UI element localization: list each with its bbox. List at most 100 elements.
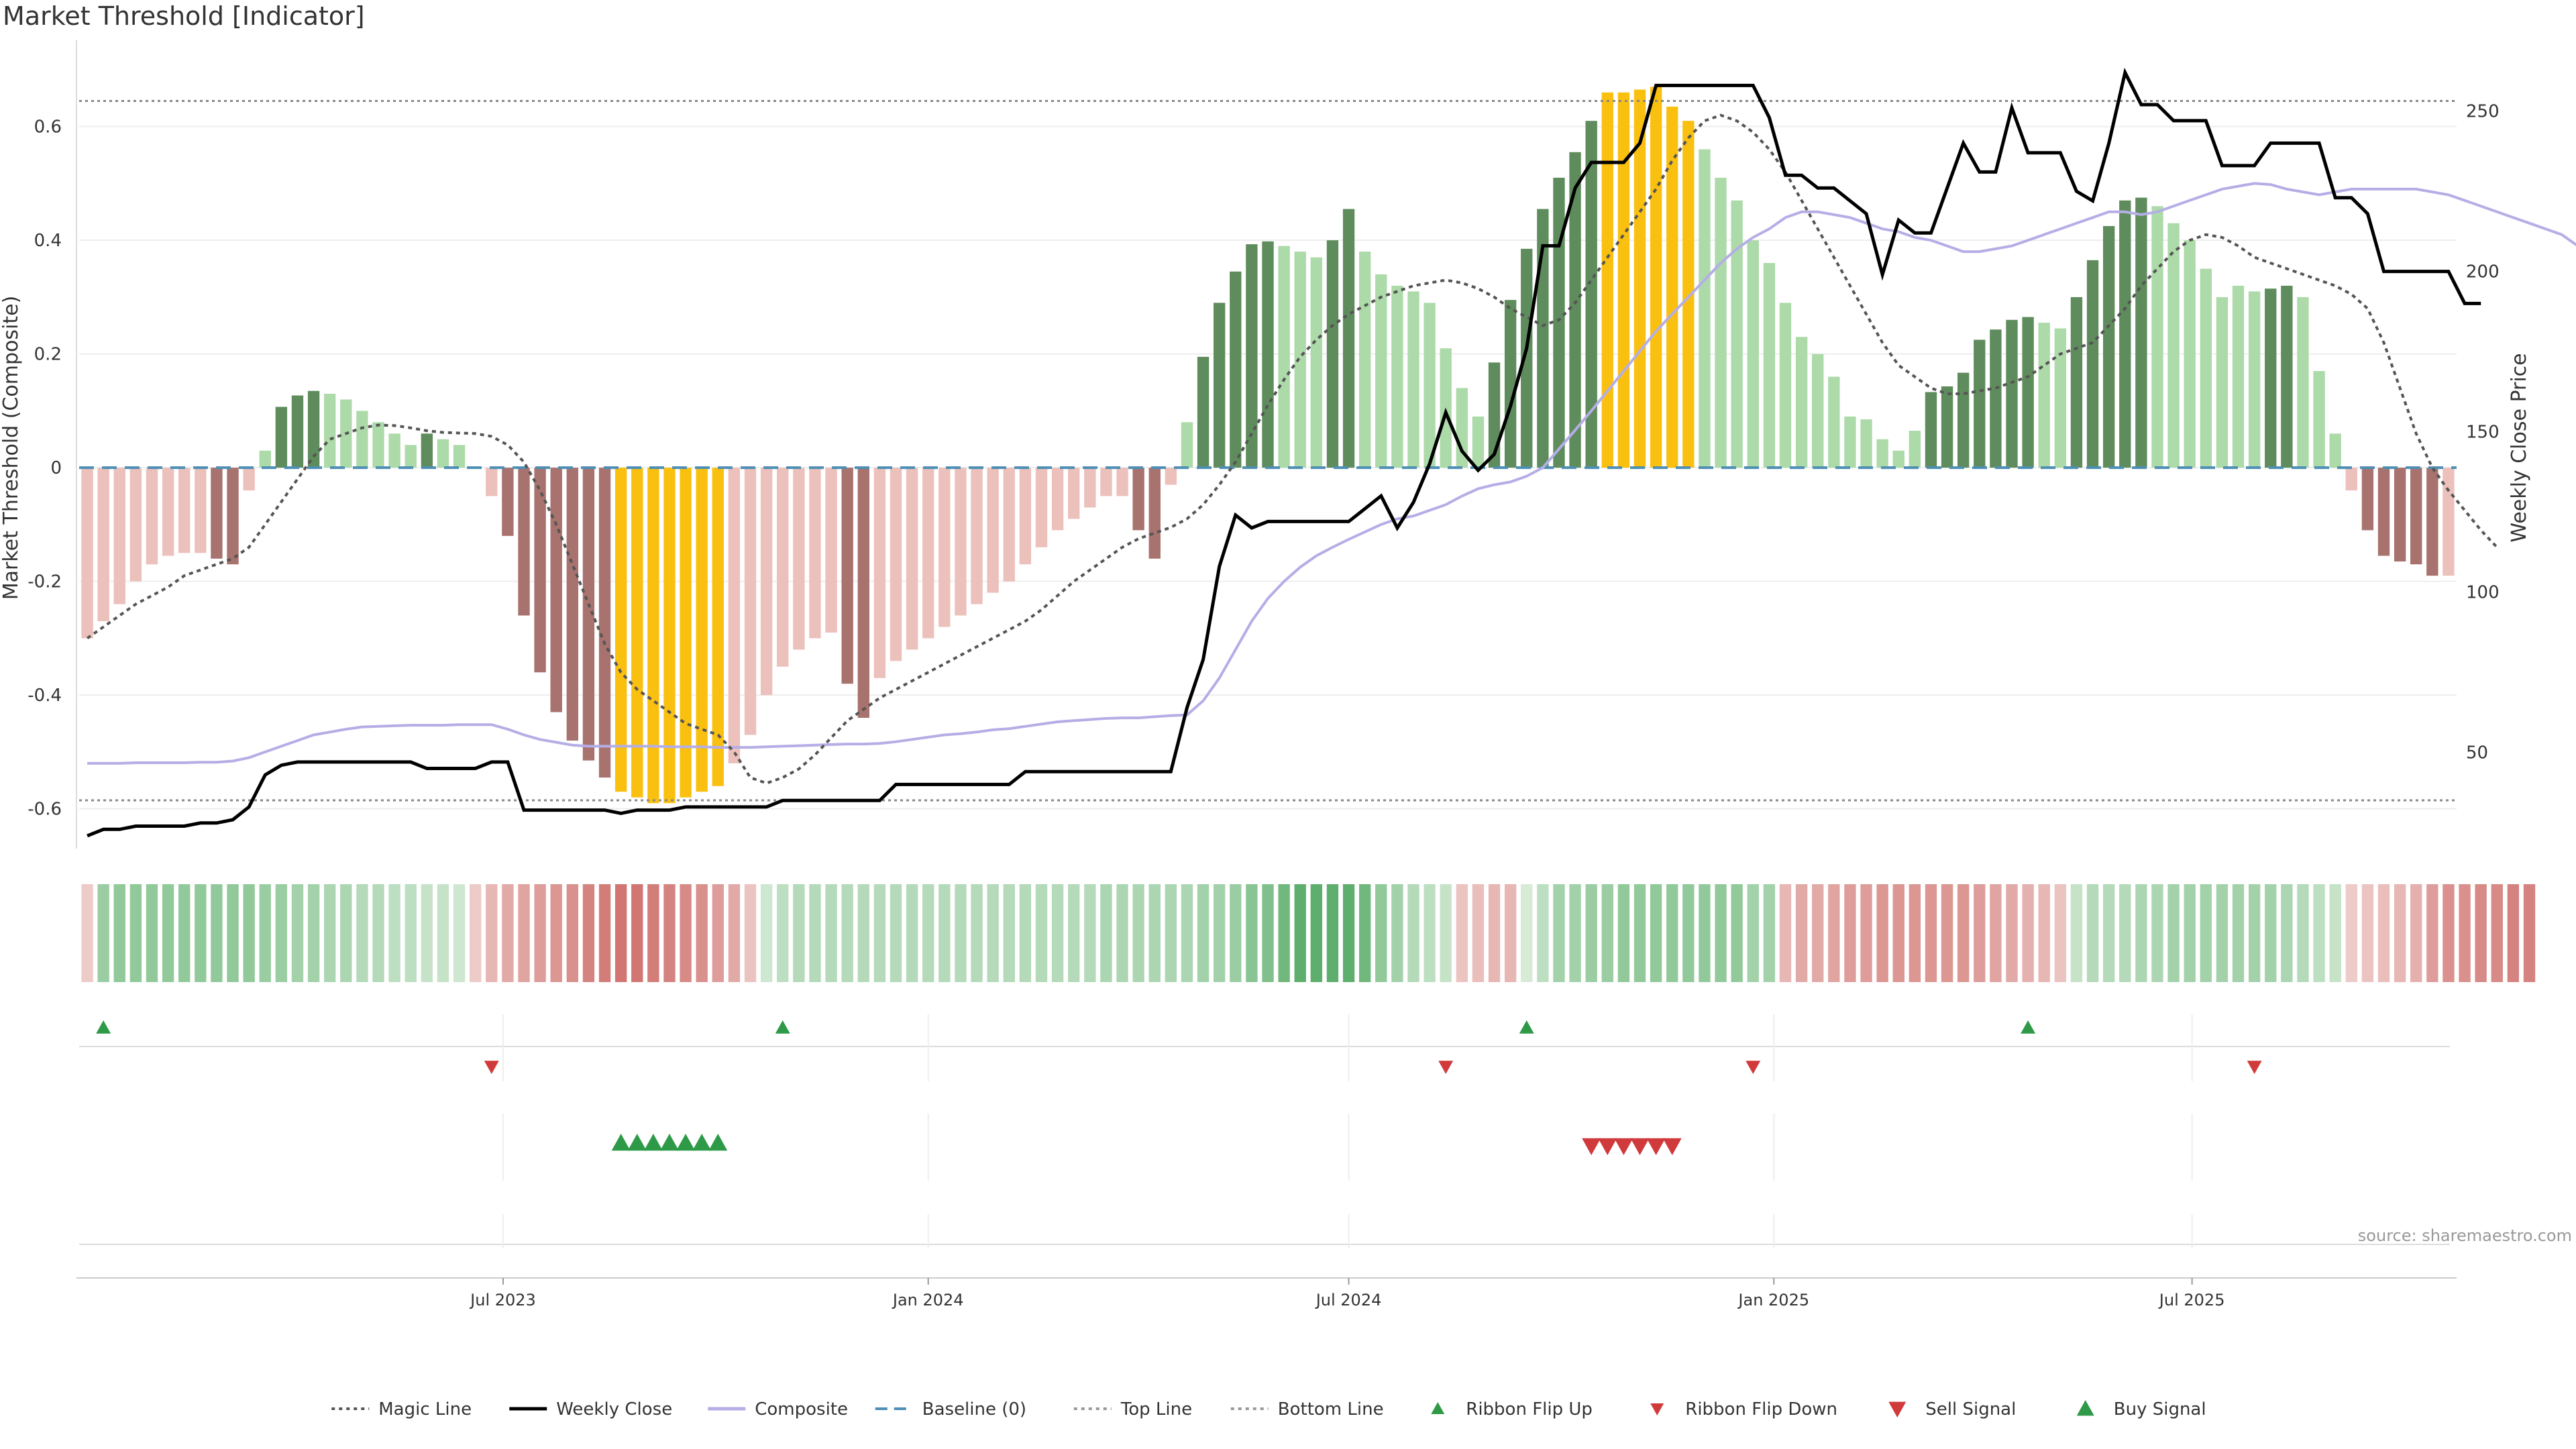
magic-line: [86, 113, 2498, 785]
ribbon-cell: [1100, 884, 1112, 982]
composite-bar: [922, 468, 934, 639]
ribbon-cell: [1278, 884, 1290, 982]
legend-item: Ribbon Flip Up: [1431, 1399, 1593, 1419]
y-left-tick-label: -0.4: [28, 686, 62, 706]
ribbon-cell: [129, 884, 142, 982]
ribbon-cell: [2410, 884, 2422, 982]
ribbon-cell: [2070, 884, 2083, 982]
x-tick-label: Jan 2024: [892, 1291, 964, 1309]
ribbon-cell: [1342, 884, 1355, 982]
composite-bar: [1230, 271, 1242, 468]
ribbon-cell: [1892, 884, 1904, 982]
composite-bar: [1310, 257, 1323, 468]
composite-bar: [1035, 468, 1048, 547]
y-left-tick-label: 0.2: [34, 345, 62, 365]
composite-bar: [2135, 197, 2147, 468]
composite-bar: [1844, 416, 1856, 468]
composite-bar: [1569, 152, 1581, 468]
composite-bar: [566, 468, 578, 741]
ribbon-cell: [1424, 884, 1436, 982]
composite-bar: [211, 468, 223, 559]
ribbon-cell: [1990, 884, 2002, 982]
ribbon-cell: [598, 884, 611, 982]
composite-bar: [1747, 240, 1759, 468]
legend-label: Sell Signal: [1925, 1399, 2016, 1419]
composite-bar: [1633, 89, 1646, 468]
composite-bar: [227, 468, 239, 565]
legend: Magic Line Weekly Close Composite Baseline …: [331, 1399, 2206, 1419]
ribbon-cell: [2394, 884, 2406, 982]
composite-bar: [2232, 285, 2245, 468]
ribbon-cell: [663, 884, 676, 982]
ribbon-cell: [1699, 884, 1711, 982]
composite-bar: [1925, 392, 1937, 468]
composite-bar: [2200, 268, 2212, 468]
ribbon-cell: [1650, 884, 1662, 982]
composite-bar: [550, 468, 562, 712]
composite-bar: [809, 468, 821, 639]
composite-bar: [1860, 419, 1872, 468]
composite-bar: [259, 450, 271, 468]
ribbon-cell: [2232, 884, 2245, 982]
composite-bar: [2313, 371, 2325, 468]
legend-swatch: [1888, 1401, 1907, 1417]
composite-bar: [696, 468, 708, 792]
composite-bar: [356, 411, 368, 468]
sell-signal-marker: [1662, 1138, 1682, 1155]
ribbon-cell: [2119, 884, 2131, 982]
legend-swatch: [1431, 1402, 1445, 1414]
ribbon-flip-up-marker: [775, 1020, 790, 1034]
ribbon-cell: [1795, 884, 1808, 982]
composite-bar: [129, 468, 142, 582]
ribbon-cell: [97, 884, 109, 982]
ribbon-cell: [1812, 884, 1824, 982]
ribbon-cell: [518, 884, 530, 982]
composite-bar: [777, 468, 789, 667]
composite-bar: [760, 468, 773, 696]
ribbon-cell: [1633, 884, 1646, 982]
ribbon-cell: [259, 884, 271, 982]
composite-bar: [1278, 246, 1290, 468]
y-left-tick-label: 0.6: [34, 117, 62, 138]
composite-bar: [146, 468, 158, 565]
ribbon-cell: [2151, 884, 2163, 982]
composite-bar: [1585, 121, 1597, 468]
composite-bar: [712, 468, 724, 786]
ribbon-cell: [1165, 884, 1177, 982]
ribbon-cell: [146, 884, 158, 982]
composite-bar: [1197, 356, 1210, 468]
ribbon-cell: [2426, 884, 2438, 982]
ribbon-cell: [793, 884, 805, 982]
composite-bar: [2167, 223, 2180, 468]
ribbon-cell: [2443, 884, 2455, 982]
ribbon-cell: [987, 884, 999, 982]
ribbon-flip-up-marker: [96, 1020, 111, 1034]
composite-bar: [113, 468, 125, 604]
composite-bar: [2216, 297, 2229, 468]
ribbon-cell: [1666, 884, 1678, 982]
ribbon-cell: [1019, 884, 1032, 982]
composite-bar: [1262, 241, 1274, 468]
ribbon-cell: [550, 884, 562, 982]
ribbon-flip-down-marker: [2247, 1061, 2262, 1074]
ribbon-cell: [2248, 884, 2261, 982]
ribbon-cell: [712, 884, 724, 982]
ribbon-cell: [1246, 884, 1258, 982]
ribbon-cell: [1132, 884, 1144, 982]
ribbon-cell: [1051, 884, 1064, 982]
composite-bar: [1941, 386, 1953, 468]
ribbon-cell: [1504, 884, 1517, 982]
composite-bar: [1715, 177, 1727, 468]
ribbon-cell: [1537, 884, 1549, 982]
ribbon-cell: [243, 884, 255, 982]
legend-item: Top Line: [1073, 1399, 1192, 1419]
composite-bar: [2426, 468, 2438, 576]
x-tick-label: Jan 2025: [1737, 1291, 1809, 1309]
ribbon-cell: [2006, 884, 2018, 982]
composite-bar: [291, 395, 304, 468]
main-panel: -0.6 -0.4 -0.2 0 0.2 0.4 0.6 50 100 150 200 250 Mark…: [0, 40, 2576, 849]
composite-bar: [825, 468, 837, 633]
composite-bar: [971, 468, 983, 604]
composite-bar: [1521, 248, 1533, 468]
ribbon-cell: [2459, 884, 2471, 982]
